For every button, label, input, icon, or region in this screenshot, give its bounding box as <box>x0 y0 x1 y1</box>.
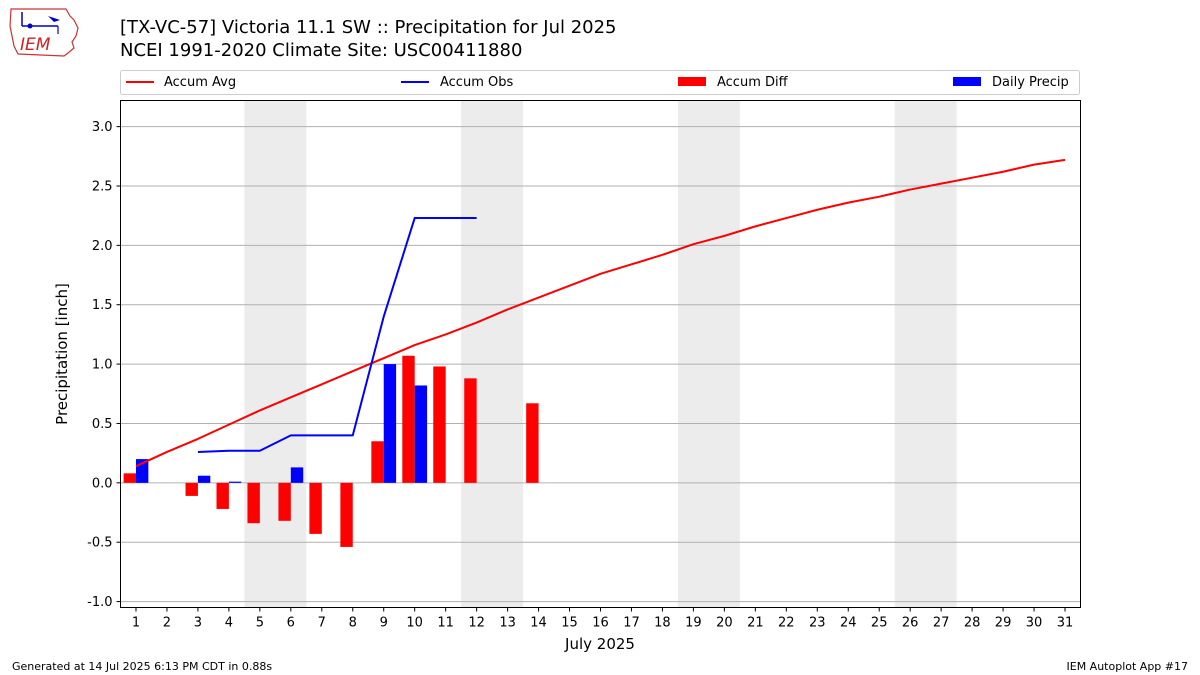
accum-avg-line <box>135 158 1066 468</box>
y-tick-label: -0.5 <box>87 536 112 551</box>
x-tick-label: 15 <box>561 616 578 631</box>
gridlines <box>120 126 1081 603</box>
legend-frame <box>120 70 1080 95</box>
x-tick-label: 13 <box>499 616 516 631</box>
bars <box>123 355 539 547</box>
accum-obs-line <box>197 217 477 453</box>
y-tick-label: 1.5 <box>92 298 113 313</box>
accum-diff-bar <box>433 366 446 483</box>
legend: Accum Avg Accum Obs Accum Diff Daily Pre… <box>120 70 1080 95</box>
y-axis-label: Precipitation [inch] <box>53 283 71 425</box>
accum-diff-bar <box>371 441 384 483</box>
legend-label-accum-diff: Accum Diff <box>717 75 789 90</box>
daily-precip-bar <box>290 467 304 483</box>
x-tick-label: 6 <box>287 616 295 631</box>
legend-label-accum-avg: Accum Avg <box>164 75 236 90</box>
weekend-band <box>894 100 957 608</box>
weekend-band <box>677 100 740 608</box>
y-tick-label: 0.0 <box>92 476 113 491</box>
legend-swatch-daily-precip <box>953 77 981 86</box>
y-tick-label: 1.0 <box>92 358 113 373</box>
y-tick-label: 2.5 <box>92 179 113 194</box>
accum-diff-bar <box>185 482 198 496</box>
x-axis-label: July 2025 <box>564 635 635 653</box>
weekend-band <box>461 100 524 608</box>
x-tick-label: 1 <box>132 616 140 631</box>
x-tick-label: 16 <box>592 616 609 631</box>
x-tick-label: 21 <box>747 616 764 631</box>
daily-precip-bar <box>197 475 211 483</box>
x-tick-label: 12 <box>468 616 485 631</box>
y-tick-label: -1.0 <box>87 595 112 610</box>
x-tick-label: 29 <box>995 616 1012 631</box>
legend-label-accum-obs: Accum Obs <box>440 75 513 90</box>
accum-diff-bar <box>309 482 322 534</box>
x-tick-label: 30 <box>1026 616 1043 631</box>
x-tick-label: 11 <box>437 616 454 631</box>
legend-swatch-accum-diff <box>678 77 706 86</box>
weekend-band <box>244 100 307 608</box>
daily-precip-bar <box>383 364 397 483</box>
accum-diff-bar <box>464 378 477 483</box>
accum-diff-bar <box>216 482 229 509</box>
x-tick-label: 23 <box>809 616 826 631</box>
accum-diff-bar <box>402 355 415 483</box>
accum-diff-bar <box>526 403 539 483</box>
legend-label-daily-precip: Daily Precip <box>992 75 1069 90</box>
x-tick-label: 31 <box>1057 616 1074 631</box>
x-tick-label: 18 <box>654 616 671 631</box>
y-tick-label: 3.0 <box>92 120 113 135</box>
daily-precip-bar <box>414 385 428 483</box>
x-tick-label: 4 <box>225 616 233 631</box>
iem-logo: IEM <box>9 8 79 57</box>
x-tick-label: 17 <box>623 616 640 631</box>
x-tick-label: 28 <box>964 616 981 631</box>
lines <box>135 158 1066 468</box>
x-tick-label: 25 <box>871 616 888 631</box>
y-tick-label: 2.0 <box>92 239 113 254</box>
chart-title: [TX-VC-57] Victoria 11.1 SW :: Precipita… <box>120 17 617 38</box>
x-tick-label: 19 <box>685 616 702 631</box>
x-tick-label: 24 <box>840 616 857 631</box>
weekend-bands <box>244 100 957 608</box>
x-tick-label: 2 <box>163 616 171 631</box>
x-ticks: 1 2 3 4 5 6 7 8 9 10 11 12 13 14 15 16 17 18 19 20 21 22 23 24 2… <box>132 607 1074 631</box>
x-tick-label: 27 <box>933 616 950 631</box>
accum-diff-bar <box>123 473 136 483</box>
logo-text: IEM <box>20 35 51 55</box>
x-tick-label: 8 <box>349 616 357 631</box>
x-tick-label: 20 <box>716 616 733 631</box>
accum-diff-bar <box>278 482 291 521</box>
accum-diff-bar <box>247 482 260 524</box>
x-tick-label: 14 <box>530 616 547 631</box>
x-tick-label: 10 <box>406 616 423 631</box>
x-tick-label: 22 <box>778 616 795 631</box>
x-tick-label: 7 <box>318 616 326 631</box>
x-tick-label: 26 <box>902 616 919 631</box>
x-tick-label: 9 <box>380 616 388 631</box>
generated-timestamp: Generated at 14 Jul 2025 6:13 PM CDT in … <box>12 660 273 673</box>
y-tick-label: 0.5 <box>92 417 113 432</box>
y-ticks: -1.0 -0.5 0.0 0.5 1.0 1.5 2.0 2.5 3.0 <box>87 120 121 610</box>
daily-precip-bar <box>228 481 242 483</box>
x-tick-label: 5 <box>256 616 264 631</box>
app-credit: IEM Autoplot App #17 <box>1066 660 1189 673</box>
accum-diff-bar <box>340 482 353 547</box>
x-tick-label: 3 <box>194 616 202 631</box>
chart-subtitle: NCEI 1991-2020 Climate Site: USC00411880 <box>120 40 523 61</box>
